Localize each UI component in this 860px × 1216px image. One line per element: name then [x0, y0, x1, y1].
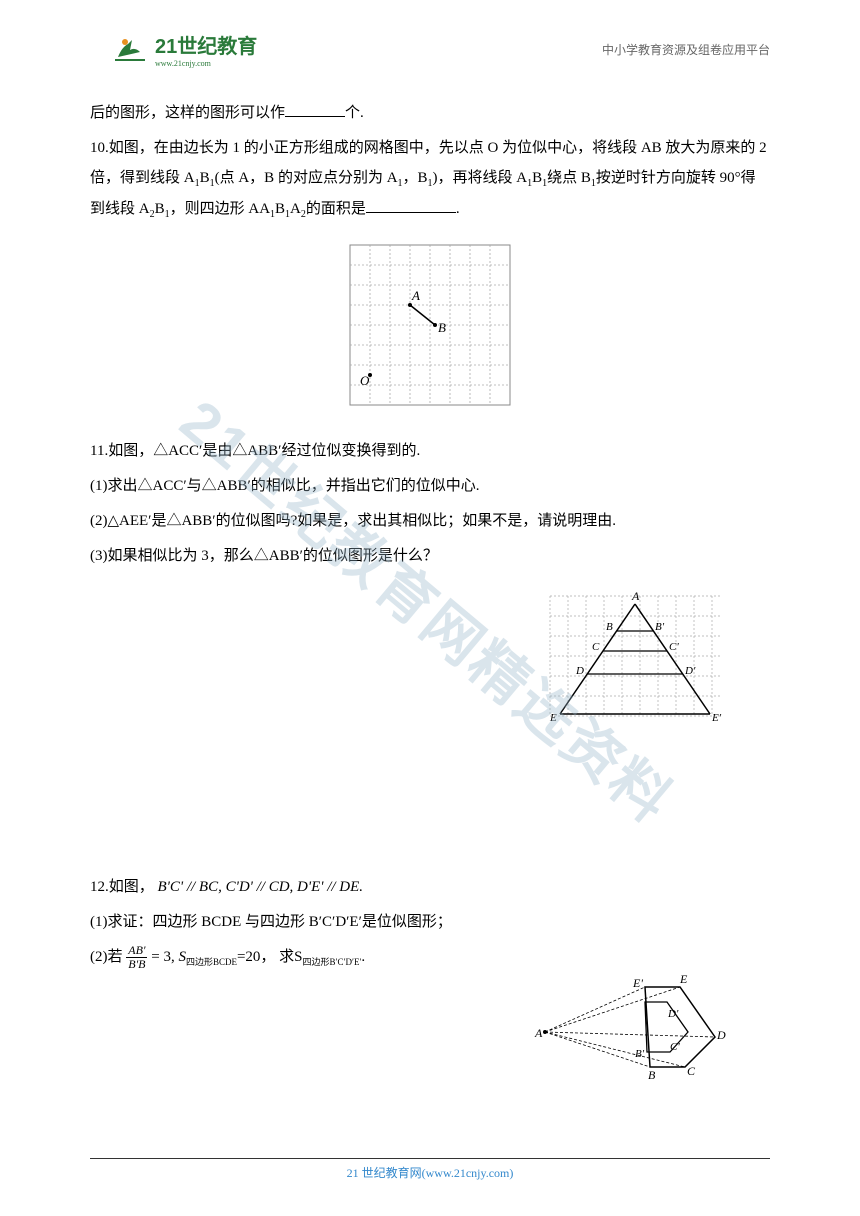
question-11-3: (3)如果相似比为 3，那么△ABB′的位似图形是什么？ [90, 541, 770, 571]
figure-12: A E E' D D' C C' B B' [90, 957, 770, 1103]
logo-url: www.21cnjy.com [155, 59, 257, 68]
svg-text:D': D' [667, 1008, 679, 1020]
svg-text:C': C' [669, 641, 679, 653]
continuation-text: 后的图形，这样的图形可以作个. [90, 98, 770, 128]
svg-text:D: D [575, 665, 584, 677]
q12-prefix: 12.如图， [90, 879, 154, 895]
svg-text:O: O [360, 373, 370, 388]
question-11-2: (2)△AEE′是△ABB′的位似图吗?如果是，求出其相似比；如果不是，请说明理… [90, 506, 770, 536]
logo: 21世纪教育 www.21cnjy.com [110, 30, 257, 68]
svg-text:B': B' [655, 621, 665, 633]
svg-text:D: D [716, 1028, 726, 1042]
logo-text: 21世纪教育 [155, 36, 257, 58]
q12-formula: B'C' // BC, C'D' // CD, D'E' // DE. [158, 879, 364, 895]
svg-text:E: E [679, 972, 688, 986]
svg-text:B: B [606, 621, 613, 633]
figure-11: A B B' C C' D D' E E' [90, 586, 770, 737]
fraction-ab: AB' B'B [126, 944, 147, 971]
page-header: 21世纪教育 www.21cnjy.com 中小学教育资源及组卷应用平台 [0, 0, 860, 78]
question-12-1: (1)求证：四边形 BCDE 与四边形 B′C′D′E′是位似图形； [90, 907, 770, 937]
svg-text:A: A [411, 288, 420, 303]
svg-text:E: E [549, 712, 557, 724]
svg-text:B': B' [635, 1048, 645, 1060]
svg-text:C: C [687, 1064, 696, 1078]
svg-text:E': E' [711, 712, 722, 724]
svg-text:C: C [592, 641, 600, 653]
page-footer: 21 世纪教育网(www.21cnjy.com) [90, 1158, 770, 1181]
header-right-text: 中小学教育资源及组卷应用平台 [602, 41, 770, 58]
question-10: 10.如图，在由边长为 1 的小正方形组成的网格图中，先以点 O 为位似中心，将… [90, 133, 770, 225]
question-11: 11.如图，△ACC′是由△ABB′经过位似变换得到的. [90, 436, 770, 466]
svg-text:B: B [648, 1068, 656, 1082]
logo-icon [110, 32, 150, 67]
svg-text:B: B [438, 320, 446, 335]
logo-text-container: 21世纪教育 www.21cnjy.com [155, 30, 257, 68]
question-11-1: (1)求出△ACC′与△ABB′的相似比，并指出它们的位似中心. [90, 471, 770, 501]
svg-text:E': E' [632, 976, 643, 990]
question-12: 12.如图， B'C' // BC, C'D' // CD, D'E' // D… [90, 872, 770, 902]
figure-10: A B O [90, 240, 770, 421]
main-content: 后的图形，这样的图形可以作个. 10.如图，在由边长为 1 的小正方形组成的网格… [0, 78, 860, 1138]
svg-text:D': D' [684, 665, 696, 677]
svg-text:C': C' [670, 1041, 680, 1053]
svg-text:A: A [534, 1026, 543, 1040]
svg-text:A: A [631, 589, 640, 603]
